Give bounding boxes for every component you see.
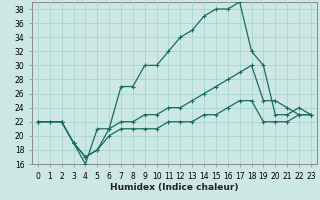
X-axis label: Humidex (Indice chaleur): Humidex (Indice chaleur) <box>110 183 239 192</box>
